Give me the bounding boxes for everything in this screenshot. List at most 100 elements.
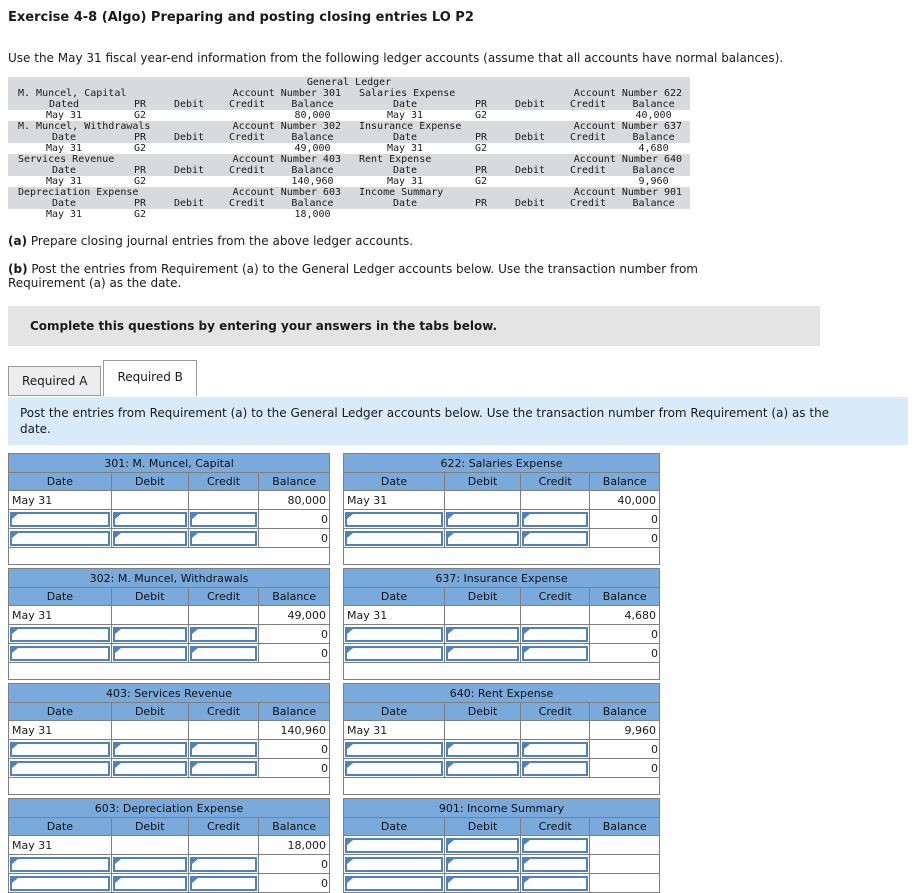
date-input[interactable] xyxy=(345,856,444,872)
account-table-640: 640: Rent Expense Date Debit Credit Balance… xyxy=(342,683,660,795)
tab-required-a[interactable]: Required A xyxy=(8,366,102,396)
tab-required-b[interactable]: Required B xyxy=(103,360,197,396)
date-input[interactable] xyxy=(345,760,444,776)
posted-date: May 31 xyxy=(8,605,112,625)
date-input[interactable] xyxy=(10,645,110,661)
account-block-403: 403: Services Revenue Date Debit Credit Bal… xyxy=(8,683,330,795)
balance-value: 9,960 xyxy=(589,720,660,740)
debit-input[interactable] xyxy=(446,626,519,642)
debit-input[interactable] xyxy=(112,645,187,661)
credit-input[interactable] xyxy=(521,875,589,891)
account-number: Account Number 301 xyxy=(232,88,341,99)
account-number: Account Number 603 xyxy=(232,187,341,198)
page-title: Exercise 4-8 (Algo) Preparing and postin… xyxy=(8,10,474,25)
debit-input[interactable] xyxy=(446,760,519,776)
column-header-balance: Balance xyxy=(589,817,660,836)
credit-input[interactable] xyxy=(521,760,589,776)
complete-note-text: Complete this questions by entering your… xyxy=(30,319,498,333)
ledger-col-header: Date xyxy=(349,99,461,110)
debit-input[interactable] xyxy=(112,760,187,776)
debit-input[interactable] xyxy=(446,530,519,546)
date-input[interactable] xyxy=(345,530,444,546)
credit-input[interactable] xyxy=(521,626,589,642)
credit-input[interactable] xyxy=(189,645,258,661)
debit-input[interactable] xyxy=(112,511,187,527)
ledger-date: May 31 xyxy=(386,143,424,154)
debit-input[interactable] xyxy=(446,856,519,872)
credit-input[interactable] xyxy=(521,837,589,853)
account-number: Account Number 302 xyxy=(232,121,341,132)
date-input[interactable] xyxy=(345,741,444,757)
credit-input[interactable] xyxy=(189,511,258,527)
date-input[interactable] xyxy=(345,875,444,891)
posted-date: May 31 xyxy=(8,720,112,740)
column-header-debit: Debit xyxy=(444,472,521,491)
intro-text: Use the May 31 fiscal year-end informati… xyxy=(8,51,784,65)
account-block-603: 603: Depreciation Expense Date Debit Credi… xyxy=(8,798,330,893)
column-header-debit: Debit xyxy=(110,817,189,836)
debit-input[interactable] xyxy=(446,645,519,661)
ledger-pr: G2 xyxy=(133,143,147,154)
debit-input[interactable] xyxy=(112,856,187,872)
posted-date: May 31 xyxy=(8,835,112,855)
account-title: 640: Rent Expense xyxy=(343,683,660,703)
balance-value: 80,000 xyxy=(258,490,330,510)
debit-input[interactable] xyxy=(446,511,519,527)
credit-input[interactable] xyxy=(189,875,258,891)
debit-input[interactable] xyxy=(112,626,187,642)
column-header-debit: Debit xyxy=(444,817,521,836)
date-input[interactable] xyxy=(10,741,110,757)
ledger-balance: 9,960 xyxy=(638,176,669,187)
column-header-balance: Balance xyxy=(589,702,660,721)
ledger-balance: 18,000 xyxy=(294,209,331,220)
debit-input[interactable] xyxy=(112,741,187,757)
account-name: Salaries Expense xyxy=(359,88,456,99)
date-input[interactable] xyxy=(10,530,110,546)
account-title: 603: Depreciation Expense xyxy=(8,798,330,818)
ledger-col-header: Date xyxy=(8,198,120,209)
credit-input[interactable] xyxy=(189,741,258,757)
credit-input[interactable] xyxy=(521,645,589,661)
date-input[interactable] xyxy=(345,626,444,642)
column-header-credit: Credit xyxy=(519,472,591,491)
date-input[interactable] xyxy=(10,626,110,642)
posted-date: May 31 xyxy=(342,490,446,510)
balance-value: 0 xyxy=(589,624,660,644)
ledger-balance xyxy=(617,209,690,220)
ledger-balance: 80,000 xyxy=(294,110,331,121)
column-header-credit: Credit xyxy=(519,587,591,606)
date-input[interactable] xyxy=(345,511,444,527)
complete-note-box: Complete this questions by entering your… xyxy=(8,306,820,346)
debit-input[interactable] xyxy=(112,875,187,891)
balance-value: 0 xyxy=(258,643,330,663)
column-header-date: Date xyxy=(8,472,112,491)
general-ledger-table: General Ledger M. Muncel, Capital Account… xyxy=(8,77,691,220)
column-header-date: Date xyxy=(8,587,112,606)
date-input[interactable] xyxy=(345,645,444,661)
credit-input[interactable] xyxy=(189,530,258,546)
credit-input[interactable] xyxy=(189,856,258,872)
balance-value: 0 xyxy=(258,509,330,529)
debit-input[interactable] xyxy=(446,875,519,891)
credit-input[interactable] xyxy=(521,511,589,527)
date-input[interactable] xyxy=(345,837,444,853)
debit-input[interactable] xyxy=(446,741,519,757)
date-input[interactable] xyxy=(10,760,110,776)
credit-input[interactable] xyxy=(521,530,589,546)
debit-input[interactable] xyxy=(112,530,187,546)
account-block-640: 640: Rent Expense Date Debit Credit Balance… xyxy=(342,683,660,795)
debit-input[interactable] xyxy=(446,837,519,853)
column-header-date: Date xyxy=(342,817,446,836)
ledger-pr: G2 xyxy=(133,209,147,220)
credit-input[interactable] xyxy=(189,760,258,776)
credit-input[interactable] xyxy=(521,856,589,872)
date-input[interactable] xyxy=(10,875,110,891)
date-input[interactable] xyxy=(10,511,110,527)
account-name: Insurance Expense xyxy=(359,121,462,132)
credit-input[interactable] xyxy=(521,741,589,757)
general-ledger-title: General Ledger xyxy=(8,77,691,88)
credit-input[interactable] xyxy=(189,626,258,642)
balance-value: 0 xyxy=(589,758,660,778)
date-input[interactable] xyxy=(10,856,110,872)
